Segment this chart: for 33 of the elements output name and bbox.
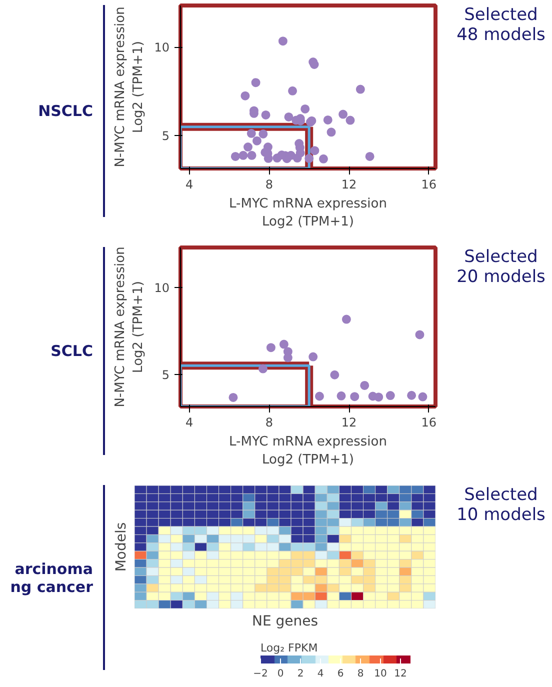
x-tick-label: 4 [185, 416, 194, 430]
color-bar-label: −2 [253, 668, 268, 680]
x-tick-label: 16 [421, 416, 437, 430]
x-axis-title: L-MYC mRNA expression Log2 (TPM+1) [229, 434, 387, 468]
y-axis-title: N-MYC mRNA expression Log2 (TPM+1) [113, 6, 146, 168]
text: SCLC [50, 342, 93, 360]
x-tick-label: 12 [341, 416, 357, 430]
x-tick-label: 12 [341, 178, 357, 192]
y-axis-title: N-MYC mRNA expression Log2 (TPM+1) [113, 246, 146, 408]
x-tick-label: 8 [265, 416, 273, 430]
color-bar-label: 8 [357, 668, 364, 680]
text: Selected 10 models [456, 485, 546, 526]
color-bar-label: 6 [337, 668, 344, 680]
y-tick-label: 10 [154, 40, 170, 55]
text: NSCLC [38, 102, 93, 120]
color-bar-title: Log₂ FPKM [260, 642, 318, 654]
text: Selected 48 models [456, 5, 546, 46]
color-bar-label: 0 [277, 668, 284, 680]
text: Selected 20 models [456, 247, 546, 288]
x-axis-title: L-MYC mRNA expression Log2 (TPM+1) [229, 196, 387, 230]
y-tick-label: 10 [154, 280, 170, 295]
x-tick-label: 4 [185, 178, 194, 192]
y-tick-label: 5 [162, 368, 170, 382]
text: arcinoma ng cancer [10, 560, 93, 596]
color-bar-label: 10 [374, 668, 387, 680]
x-tick-label: 8 [265, 178, 273, 192]
y-tick-label: 5 [162, 129, 170, 144]
x-axis-title: NE genes [252, 614, 318, 630]
color-bar-label: 12 [394, 668, 407, 680]
y-axis-title: Models [114, 522, 130, 572]
color-bar-label: 2 [297, 668, 304, 680]
x-tick-label: 16 [421, 178, 437, 192]
color-bar-label: 4 [317, 668, 324, 680]
